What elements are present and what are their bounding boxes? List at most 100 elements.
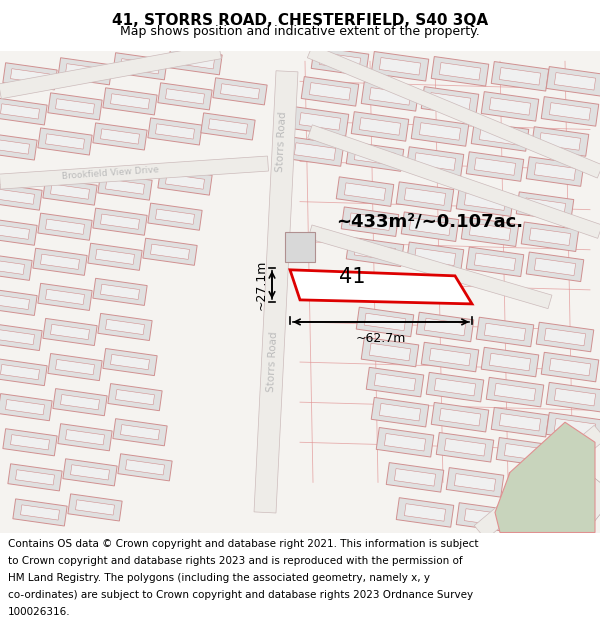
Polygon shape: [456, 503, 514, 532]
Polygon shape: [103, 88, 157, 115]
Polygon shape: [0, 51, 600, 532]
Polygon shape: [58, 424, 112, 451]
Polygon shape: [361, 82, 419, 111]
Polygon shape: [319, 52, 361, 70]
Polygon shape: [285, 232, 315, 262]
Text: ~27.1m: ~27.1m: [255, 259, 268, 310]
Text: ~62.7m: ~62.7m: [356, 332, 406, 345]
Polygon shape: [65, 64, 104, 79]
Polygon shape: [346, 237, 404, 266]
Polygon shape: [550, 358, 590, 376]
Polygon shape: [254, 71, 298, 513]
Polygon shape: [148, 118, 202, 145]
Polygon shape: [65, 429, 104, 445]
Polygon shape: [505, 444, 545, 461]
Polygon shape: [431, 56, 489, 86]
Polygon shape: [93, 123, 147, 150]
Polygon shape: [70, 465, 110, 480]
Text: HM Land Registry. The polygons (including the associated geometry, namely x, y: HM Land Registry. The polygons (includin…: [8, 573, 430, 583]
Polygon shape: [550, 102, 590, 120]
Polygon shape: [445, 439, 485, 456]
Polygon shape: [406, 242, 464, 271]
Polygon shape: [424, 318, 466, 336]
Polygon shape: [431, 402, 489, 432]
Polygon shape: [486, 378, 544, 407]
Polygon shape: [0, 294, 29, 309]
Polygon shape: [456, 187, 514, 216]
Polygon shape: [155, 124, 194, 139]
Polygon shape: [506, 472, 564, 502]
Polygon shape: [396, 498, 454, 528]
Polygon shape: [108, 384, 162, 411]
Text: 41, STORRS ROAD, CHESTERFIELD, S40 3QA: 41, STORRS ROAD, CHESTERFIELD, S40 3QA: [112, 12, 488, 28]
Polygon shape: [471, 122, 529, 151]
Polygon shape: [491, 61, 549, 91]
Polygon shape: [10, 69, 50, 84]
Polygon shape: [341, 207, 399, 236]
Polygon shape: [158, 168, 212, 195]
Polygon shape: [110, 94, 149, 109]
Polygon shape: [155, 209, 194, 224]
Polygon shape: [490, 98, 530, 115]
Polygon shape: [370, 88, 410, 105]
Polygon shape: [38, 283, 92, 311]
Polygon shape: [95, 249, 134, 264]
Polygon shape: [0, 133, 37, 160]
Polygon shape: [421, 87, 479, 116]
Polygon shape: [98, 313, 152, 341]
Polygon shape: [396, 182, 454, 211]
Polygon shape: [514, 479, 556, 496]
Polygon shape: [464, 509, 506, 526]
Polygon shape: [106, 179, 145, 194]
Polygon shape: [151, 244, 190, 259]
Polygon shape: [158, 82, 212, 110]
Polygon shape: [48, 354, 102, 381]
Polygon shape: [541, 97, 599, 126]
Polygon shape: [0, 183, 42, 210]
Polygon shape: [121, 424, 160, 440]
Polygon shape: [346, 142, 404, 171]
Polygon shape: [0, 189, 35, 204]
Polygon shape: [38, 128, 92, 155]
Polygon shape: [426, 372, 484, 402]
Polygon shape: [0, 329, 35, 344]
Polygon shape: [475, 253, 515, 271]
Polygon shape: [53, 389, 107, 416]
Polygon shape: [516, 192, 574, 221]
Polygon shape: [121, 59, 160, 74]
Polygon shape: [544, 328, 586, 346]
Polygon shape: [446, 468, 504, 497]
Polygon shape: [0, 224, 29, 239]
Polygon shape: [479, 127, 521, 145]
Polygon shape: [434, 378, 476, 396]
Polygon shape: [371, 398, 429, 427]
Polygon shape: [106, 319, 145, 334]
Polygon shape: [464, 193, 506, 211]
Polygon shape: [118, 454, 172, 481]
Polygon shape: [355, 148, 395, 165]
Polygon shape: [0, 218, 37, 245]
Polygon shape: [50, 184, 89, 199]
Polygon shape: [554, 72, 596, 90]
Polygon shape: [461, 217, 519, 246]
Polygon shape: [38, 213, 92, 240]
Polygon shape: [0, 139, 29, 154]
Polygon shape: [404, 504, 446, 521]
Polygon shape: [401, 212, 459, 241]
Polygon shape: [415, 152, 455, 170]
Polygon shape: [98, 173, 152, 200]
Polygon shape: [43, 318, 97, 346]
Text: Storrs Road: Storrs Road: [266, 332, 280, 392]
Polygon shape: [310, 82, 350, 100]
Polygon shape: [491, 408, 549, 437]
Polygon shape: [554, 388, 596, 406]
Polygon shape: [521, 222, 579, 251]
Polygon shape: [554, 419, 596, 436]
Polygon shape: [20, 505, 59, 520]
Polygon shape: [0, 288, 37, 316]
Polygon shape: [535, 258, 575, 276]
Polygon shape: [0, 394, 52, 421]
Polygon shape: [494, 383, 536, 401]
Polygon shape: [148, 203, 202, 230]
Polygon shape: [311, 46, 369, 76]
